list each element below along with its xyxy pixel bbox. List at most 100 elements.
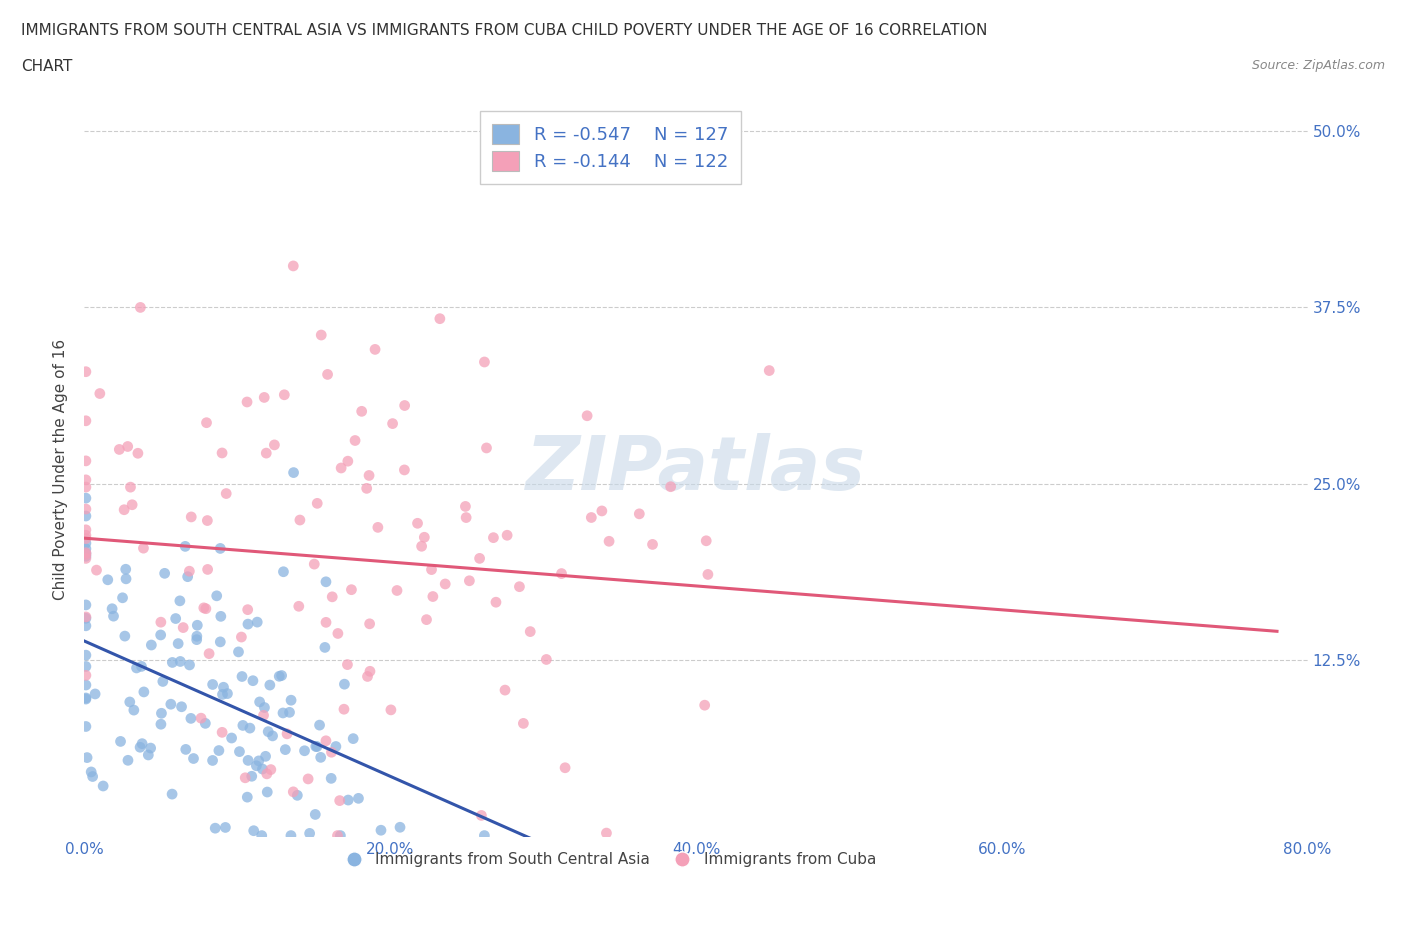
Point	[598, 534, 620, 549]
Text: ZIPatlas: ZIPatlas	[526, 433, 866, 506]
Text: CHART: CHART	[21, 59, 73, 73]
Point	[581, 510, 603, 525]
Point	[75, 491, 97, 506]
Point	[262, 728, 284, 743]
Point	[186, 629, 208, 644]
Point	[152, 674, 174, 689]
Point	[309, 750, 332, 764]
Point	[183, 751, 205, 766]
Point	[406, 516, 429, 531]
Point	[344, 433, 367, 448]
Point	[160, 697, 183, 711]
Point	[696, 567, 718, 582]
Point	[641, 537, 664, 551]
Point	[394, 462, 416, 477]
Point	[389, 820, 412, 835]
Point	[118, 695, 141, 710]
Point	[269, 669, 291, 684]
Point	[356, 669, 378, 684]
Point	[411, 538, 433, 553]
Point	[758, 363, 780, 378]
Point	[201, 677, 224, 692]
Point	[75, 678, 97, 693]
Point	[122, 703, 145, 718]
Point	[247, 753, 270, 768]
Point	[75, 611, 97, 626]
Point	[316, 367, 339, 382]
Point	[114, 629, 136, 644]
Point	[283, 465, 305, 480]
Point	[129, 739, 152, 754]
Point	[256, 785, 278, 800]
Point	[75, 549, 97, 564]
Point	[381, 416, 404, 431]
Point	[211, 724, 233, 739]
Point	[172, 620, 194, 635]
Point	[201, 753, 224, 768]
Point	[315, 615, 337, 630]
Point	[512, 716, 534, 731]
Point	[103, 609, 125, 624]
Point	[80, 764, 103, 779]
Point	[591, 503, 613, 518]
Point	[252, 762, 274, 777]
Point	[325, 739, 347, 754]
Point	[252, 708, 274, 723]
Point	[232, 718, 254, 733]
Point	[263, 437, 285, 452]
Point	[253, 390, 276, 405]
Point	[326, 626, 349, 641]
Point	[149, 717, 172, 732]
Point	[333, 702, 356, 717]
Point	[474, 828, 496, 843]
Point	[114, 562, 136, 577]
Point	[221, 731, 243, 746]
Point	[75, 531, 97, 546]
Point	[108, 442, 131, 457]
Point	[75, 413, 97, 428]
Point	[162, 655, 184, 670]
Point	[254, 445, 277, 460]
Point	[91, 778, 114, 793]
Point	[315, 575, 337, 590]
Point	[215, 486, 238, 501]
Point	[236, 394, 259, 409]
Point	[280, 828, 302, 843]
Point	[364, 342, 387, 357]
Point	[132, 540, 155, 555]
Point	[550, 566, 572, 581]
Point	[75, 609, 97, 624]
Point	[167, 636, 190, 651]
Point	[595, 826, 617, 841]
Point	[141, 638, 163, 653]
Point	[75, 454, 97, 469]
Point	[186, 632, 208, 647]
Point	[415, 612, 437, 627]
Point	[245, 758, 267, 773]
Point	[304, 557, 326, 572]
Point	[112, 502, 135, 517]
Point	[236, 603, 259, 618]
Point	[89, 386, 111, 401]
Point	[494, 683, 516, 698]
Point	[347, 790, 370, 805]
Point	[75, 546, 97, 561]
Point	[456, 511, 478, 525]
Point	[454, 499, 477, 514]
Point	[628, 507, 651, 522]
Point	[86, 563, 108, 578]
Text: Source: ZipAtlas.com: Source: ZipAtlas.com	[1251, 59, 1385, 72]
Point	[276, 726, 298, 741]
Point	[205, 589, 228, 604]
Point	[186, 618, 208, 632]
Point	[422, 589, 444, 604]
Point	[257, 724, 280, 739]
Point	[283, 784, 305, 799]
Point	[195, 513, 218, 528]
Point	[693, 698, 716, 712]
Point	[131, 737, 153, 751]
Point	[132, 684, 155, 699]
Point	[236, 790, 259, 804]
Point	[326, 828, 349, 843]
Point	[209, 609, 232, 624]
